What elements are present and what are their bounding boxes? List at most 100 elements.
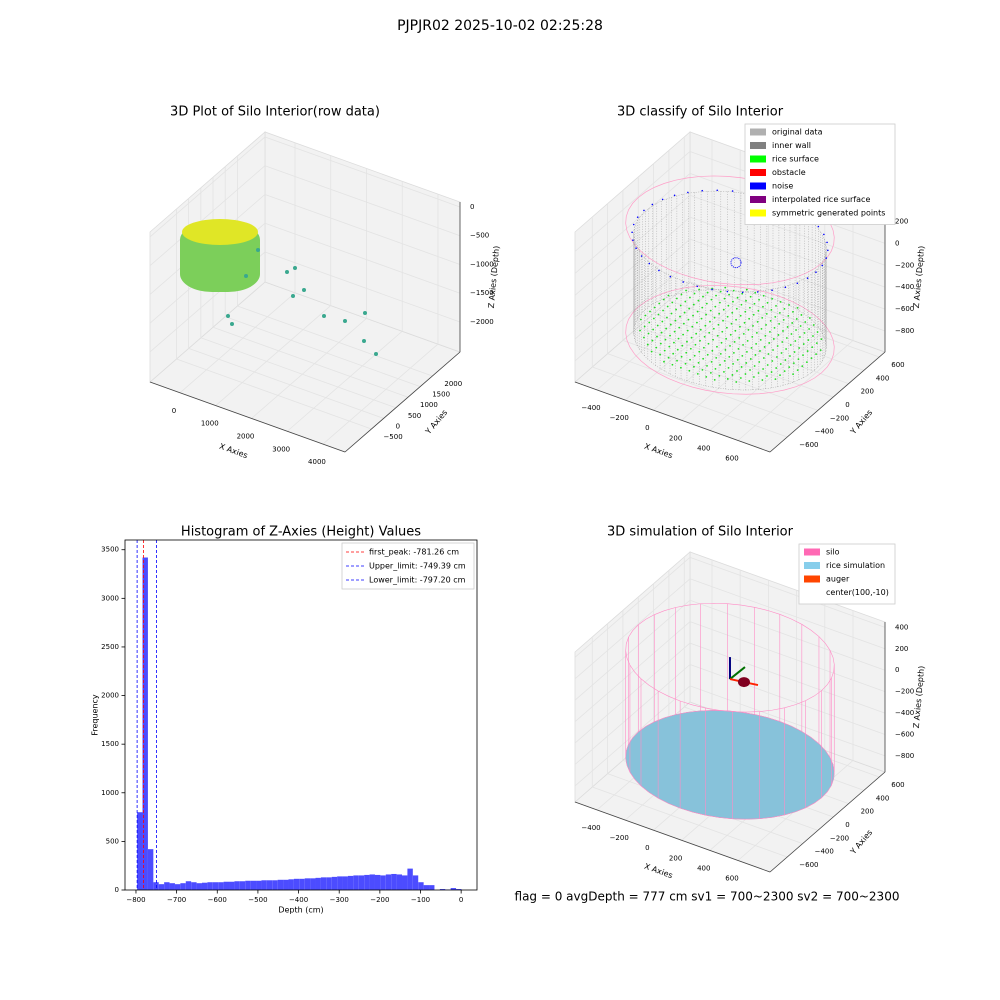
decor-point [772, 349, 774, 351]
decor-point [706, 364, 708, 367]
decor-point [732, 351, 735, 354]
decor-point [738, 336, 741, 339]
z-axis-label: Z Axies (Depth) [912, 245, 926, 308]
z-tick-label: −1500 [470, 289, 494, 297]
decor-point [709, 371, 712, 374]
decor-point [698, 350, 701, 353]
decor-point [649, 310, 651, 313]
decor-point [680, 355, 683, 358]
grid-line [149, 136, 266, 238]
decor-point [806, 350, 809, 352]
bar [169, 883, 175, 890]
decor-point [640, 255, 643, 257]
decor-point [798, 347, 801, 349]
decor-point [683, 311, 686, 314]
x-tick-label: −800 [126, 896, 145, 904]
decor-point [823, 233, 825, 236]
y-tick-label: 0 [845, 401, 849, 409]
decor-point [285, 270, 289, 274]
decor-point [758, 361, 761, 363]
decor-point [647, 332, 650, 335]
decor-point [655, 346, 658, 349]
bar [429, 885, 435, 890]
decor-point [783, 307, 786, 310]
decor-point [759, 339, 762, 341]
decor-point [789, 344, 792, 346]
decor-point [725, 337, 728, 340]
decor-point [664, 338, 667, 341]
grid-line [689, 238, 886, 310]
x-tick-label: 3000 [272, 445, 290, 453]
grid-line [624, 299, 741, 401]
decor-point [652, 317, 655, 320]
decor-point [781, 341, 784, 343]
bar [164, 882, 170, 890]
decor-point [750, 347, 753, 349]
decor-point [679, 304, 682, 307]
decor-point [749, 295, 752, 298]
bar [272, 880, 278, 890]
decor-point [667, 356, 670, 359]
decor-point [687, 191, 689, 194]
z-tick-label: −600 [895, 305, 914, 313]
figure-title: PJPJR02 2025-10-02 02:25:28 [397, 18, 603, 34]
decor-point [727, 304, 730, 307]
decor-point [661, 320, 664, 323]
decor-point [643, 325, 646, 328]
legend-label: rice simulation [826, 561, 885, 570]
decor-point [732, 289, 735, 292]
y-tick-label: 0 [845, 821, 849, 829]
x-tick-label: 400 [697, 444, 710, 452]
decor-point [820, 338, 823, 340]
decor-point [796, 369, 799, 372]
decor-point [732, 300, 734, 303]
y-tick-label: −600 [799, 861, 818, 869]
decor-point [662, 298, 665, 301]
x-tick-label: 600 [725, 875, 738, 883]
bar [191, 882, 197, 890]
decor-point [656, 324, 659, 327]
bar [423, 885, 430, 890]
bar [342, 876, 348, 890]
bar [337, 876, 343, 890]
legend-label: noise [772, 182, 793, 191]
bar [277, 879, 284, 890]
grid-line [149, 165, 266, 267]
decor-point [745, 362, 748, 364]
decor-point [749, 358, 752, 360]
x-tick-label: −600 [208, 896, 227, 904]
decor-point [761, 316, 764, 319]
bar [353, 875, 359, 890]
chart-title: 3D Plot of Silo Interior(row data) [170, 105, 380, 120]
decor-point [703, 335, 706, 338]
decor-point [702, 295, 704, 298]
grid-line [684, 286, 880, 358]
grid-line [689, 194, 886, 266]
decor-point [714, 367, 717, 370]
decor-point [679, 366, 682, 369]
z-axis-label: Z Axies (Depth) [912, 665, 926, 728]
decor-point [719, 290, 722, 293]
grid-line [709, 330, 826, 431]
decor-point [778, 311, 781, 314]
decor-point [665, 327, 668, 330]
decor-point [735, 318, 737, 321]
decor-point [675, 308, 678, 311]
bar [158, 884, 165, 890]
decor-point [713, 379, 716, 381]
bar [385, 874, 392, 890]
y-tick-label: −600 [799, 441, 818, 449]
grid-line [574, 260, 691, 362]
decor-point [801, 365, 804, 368]
decor-point [712, 327, 715, 330]
decor-point [754, 354, 757, 356]
grid-line [188, 348, 384, 419]
grid-line [689, 599, 886, 671]
y-tick-label: −400 [815, 848, 834, 856]
y-tick-label: 1500 [101, 740, 119, 748]
x-tick-label: 2000 [237, 432, 255, 440]
legend-swatch [750, 169, 766, 176]
legend-swatch [750, 196, 766, 203]
decor-point [632, 239, 634, 242]
bar [439, 889, 446, 890]
